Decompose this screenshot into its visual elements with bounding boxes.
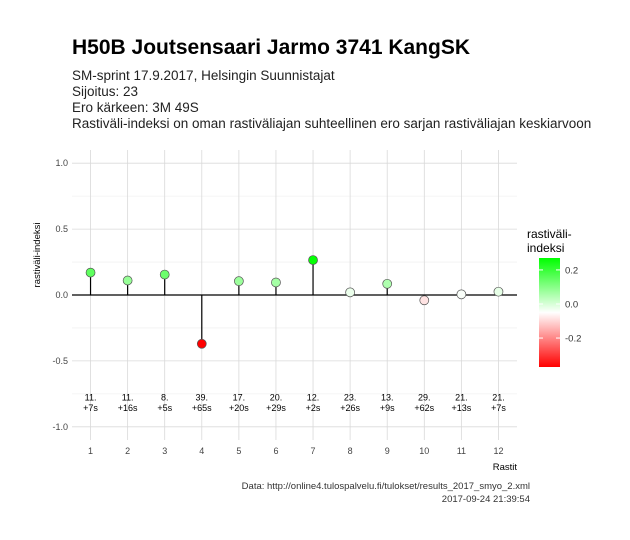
rank-label: 20. bbox=[270, 392, 283, 402]
x-tick-label: 3 bbox=[162, 446, 167, 456]
diff-label: +13s bbox=[451, 403, 471, 413]
diff-label: +9s bbox=[380, 403, 395, 413]
rank-label: 13. bbox=[381, 392, 394, 402]
rank-label: 21. bbox=[492, 392, 505, 402]
data-point[interactable] bbox=[419, 295, 430, 306]
rank-label: 29. bbox=[418, 392, 431, 402]
x-tick-label: 4 bbox=[199, 446, 204, 456]
diff-label: +7s bbox=[83, 403, 98, 413]
rank-label: 12. bbox=[307, 392, 320, 402]
rank-label: 11. bbox=[85, 392, 97, 402]
rank-label: 11. bbox=[122, 392, 134, 402]
rank-label: 21. bbox=[455, 392, 468, 402]
data-point[interactable] bbox=[382, 278, 393, 289]
y-tick-label: 0.5 bbox=[55, 224, 68, 234]
legend-title: indeksi bbox=[527, 241, 564, 255]
rank-label: 23. bbox=[344, 392, 357, 402]
diff-label: +20s bbox=[229, 403, 249, 413]
subtitle-rank: Sijoitus: 23 bbox=[72, 84, 139, 99]
data-point[interactable] bbox=[122, 275, 133, 286]
diff-label: +16s bbox=[118, 403, 138, 413]
x-tick-label: 9 bbox=[385, 446, 390, 456]
rank-label: 39. bbox=[196, 392, 209, 402]
data-point[interactable] bbox=[271, 277, 281, 288]
diff-label: +5s bbox=[157, 403, 172, 413]
rank-label: 17. bbox=[233, 392, 246, 402]
x-tick-label: 1 bbox=[88, 446, 93, 456]
chart-title: H50B Joutsensaari Jarmo 3741 KangSK bbox=[72, 36, 471, 59]
legend-label: 0.0 bbox=[565, 299, 578, 310]
data-point[interactable] bbox=[234, 276, 244, 287]
x-tick-label: 10 bbox=[419, 446, 429, 456]
x-tick-label: 5 bbox=[236, 446, 241, 456]
y-axis-title: rastiväli-indeksi bbox=[32, 223, 43, 288]
subtitle-explanation: Rastiväli-indeksi on oman rastiväliajan … bbox=[72, 116, 592, 131]
diff-label: +29s bbox=[266, 403, 286, 413]
diff-label: +62s bbox=[414, 403, 434, 413]
x-tick-label: 12 bbox=[493, 446, 503, 456]
x-axis-title: Rastit bbox=[493, 462, 518, 473]
caption-timestamp: 2017-09-24 21:39:54 bbox=[441, 494, 530, 505]
y-tick-label: 1.0 bbox=[55, 158, 68, 168]
data-point[interactable] bbox=[493, 286, 504, 297]
caption-source: Data: http://online4.tulospalvelu.fi/tul… bbox=[241, 481, 530, 492]
diff-label: +2s bbox=[306, 403, 321, 413]
x-tick-label: 8 bbox=[348, 446, 353, 456]
y-tick-label: -0.5 bbox=[52, 356, 68, 366]
y-tick-label: -1.0 bbox=[52, 422, 68, 432]
diff-label: +7s bbox=[491, 403, 506, 413]
x-tick-label: 2 bbox=[125, 446, 130, 456]
diff-label: +65s bbox=[192, 403, 212, 413]
legend-title: rastiväli- bbox=[527, 227, 572, 241]
subtitle-event: SM-sprint 17.9.2017, Helsingin Suunnista… bbox=[72, 68, 335, 83]
data-point[interactable] bbox=[159, 269, 170, 280]
x-tick-label: 7 bbox=[311, 446, 316, 456]
x-tick-label: 11 bbox=[457, 446, 466, 456]
legend-label: -0.2 bbox=[565, 334, 581, 345]
x-tick-label: 6 bbox=[273, 446, 278, 456]
rank-label: 8. bbox=[161, 392, 169, 402]
diff-label: +26s bbox=[340, 403, 360, 413]
data-point[interactable] bbox=[456, 289, 467, 300]
data-point[interactable] bbox=[196, 338, 207, 349]
data-point[interactable] bbox=[345, 287, 355, 298]
subtitle-behind: Ero kärkeen: 3M 49S bbox=[72, 100, 199, 115]
legend-colorbar bbox=[539, 258, 560, 367]
data-point[interactable] bbox=[308, 255, 318, 265]
legend-label: 0.2 bbox=[565, 265, 578, 276]
data-point[interactable] bbox=[85, 267, 96, 278]
y-tick-label: 0.0 bbox=[55, 290, 68, 300]
